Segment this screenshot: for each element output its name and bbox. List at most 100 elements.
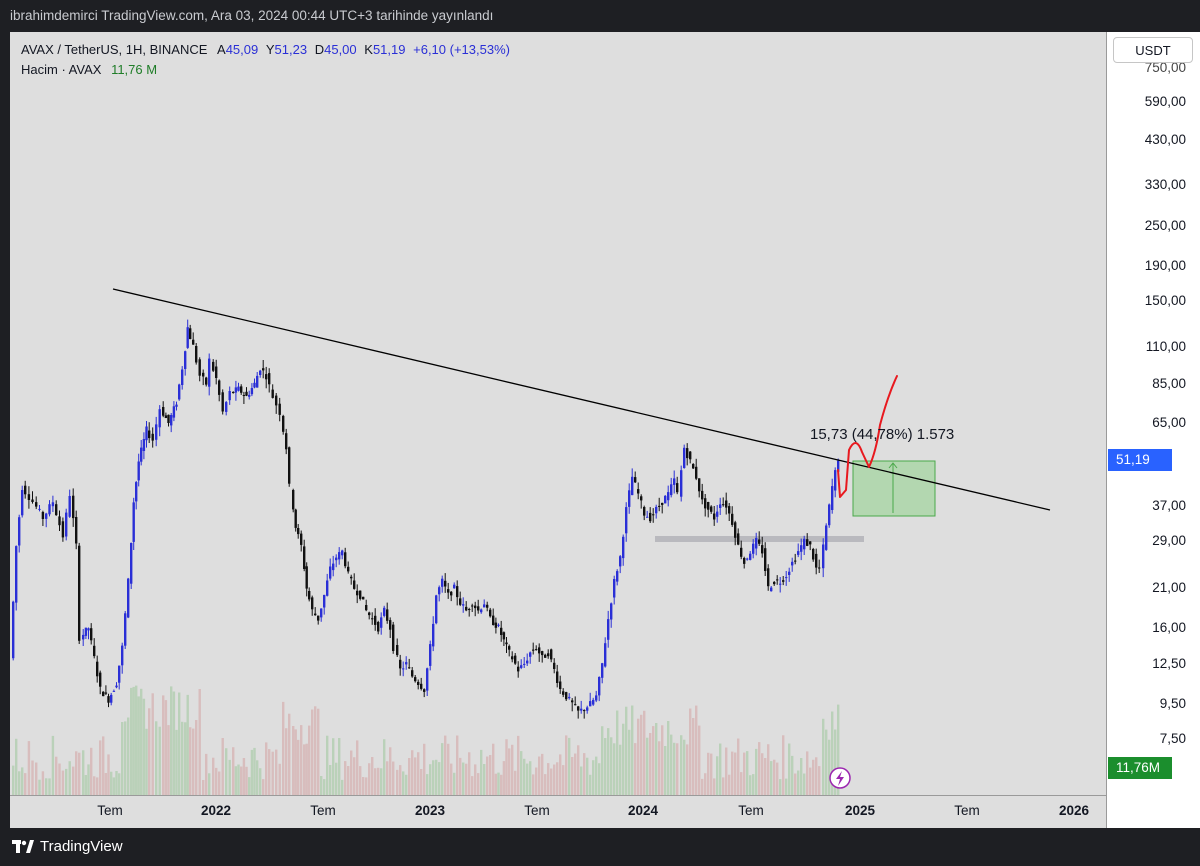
candle-body [492, 615, 495, 625]
trendline [112, 288, 1051, 511]
volume-bar [96, 777, 99, 795]
tradingview-logo[interactable]: TradingView [12, 838, 123, 855]
volume-bar [465, 763, 468, 795]
candle-body [553, 662, 556, 669]
price-axis[interactable]: 750,00 590,00 430,00 330,00 250,00 190,00 150… [1107, 32, 1200, 828]
volume-bar [532, 774, 535, 795]
volume-bar [353, 757, 356, 795]
time-label: 2025 [844, 803, 876, 818]
volume-bar [195, 720, 198, 795]
candle-body [676, 483, 679, 493]
candle-body [45, 513, 48, 519]
candle-body [526, 660, 529, 664]
volume-bar [104, 773, 108, 795]
volume-bar [374, 768, 377, 795]
volume-bar [767, 744, 770, 795]
candle-body [453, 584, 456, 589]
volume-bar [31, 760, 34, 795]
candle-body [776, 579, 779, 581]
candle-body [728, 506, 731, 514]
candle-body [779, 583, 782, 585]
volume-bar [655, 723, 658, 795]
price-label: 12,50 [1152, 656, 1186, 671]
chart-pane[interactable]: 15,73 (44,78%) 1.573 [10, 32, 1106, 828]
volume-bar [68, 761, 71, 795]
volume-bar [130, 687, 133, 795]
volume-bar [18, 771, 21, 795]
candle-body [341, 550, 344, 556]
volume-bar [502, 761, 506, 795]
volume-bar [323, 779, 326, 795]
candle-body [142, 439, 146, 451]
volume-bar [725, 747, 728, 795]
candle-body [631, 476, 634, 496]
volume-bar [695, 705, 698, 795]
candle-body [607, 619, 610, 640]
volume-bar [523, 758, 526, 795]
candle-body [589, 701, 592, 707]
candle-body [265, 374, 268, 380]
volume-bar [303, 744, 306, 795]
candle-body [595, 695, 598, 701]
volume-bar [189, 727, 192, 795]
volume-bar [124, 721, 127, 795]
candle-body [392, 624, 395, 651]
candle-body [471, 605, 474, 607]
volume-bar [828, 739, 831, 795]
volume-bar [75, 751, 78, 795]
candle-body [268, 373, 271, 385]
volume-label: Hacim · AVAX [21, 62, 102, 77]
candle-body [225, 402, 228, 412]
candle-body [773, 582, 776, 585]
candle-body [613, 579, 616, 598]
candle-body [151, 433, 154, 441]
volume-bar [453, 772, 456, 795]
volume-bar [520, 751, 523, 795]
candle-body [505, 642, 508, 645]
volume-bar [167, 725, 170, 795]
volume-bar [429, 764, 432, 795]
candle-body [837, 460, 840, 472]
candle-body [616, 571, 619, 582]
candle-body [583, 710, 586, 712]
candle-body [380, 617, 383, 628]
candle-body [212, 361, 215, 371]
candle-body [127, 578, 130, 618]
volume-bar [815, 757, 818, 795]
candle-body [335, 557, 338, 561]
volume-bar [135, 685, 138, 795]
volume-bar [232, 747, 235, 795]
symbol-label[interactable]: AVAX / TetherUS, 1H, BINANCE [21, 42, 208, 57]
candle-body [192, 339, 195, 345]
volume-bar [652, 726, 655, 795]
candle-body [305, 566, 308, 589]
volume-bar [692, 718, 695, 795]
volume-bar [242, 758, 246, 795]
currency-button[interactable]: USDT [1113, 37, 1193, 63]
candle-body [221, 392, 224, 412]
candle-body [99, 672, 102, 687]
volume-bar [148, 708, 151, 795]
volume-bar [215, 767, 218, 795]
candle-body [500, 627, 503, 635]
volume-bar [556, 762, 559, 795]
candle-body [764, 548, 767, 571]
volume-bar [420, 769, 423, 795]
volume-bar [347, 766, 350, 795]
volume-bar [831, 711, 834, 795]
candle-body [441, 578, 444, 587]
volume-bar [797, 770, 800, 795]
candle-body [148, 430, 151, 439]
candle-body [248, 394, 251, 397]
volume-bar [132, 686, 135, 795]
volume-bar [350, 750, 353, 795]
candle-body [683, 447, 686, 468]
volume-bar [773, 759, 776, 795]
volume-bar [667, 721, 670, 795]
volume-bar [253, 747, 256, 795]
volume-bar [619, 744, 622, 795]
candle-body [822, 544, 825, 569]
volume-bar [514, 770, 517, 795]
volume-bar [447, 743, 450, 795]
candle-body [831, 486, 834, 510]
